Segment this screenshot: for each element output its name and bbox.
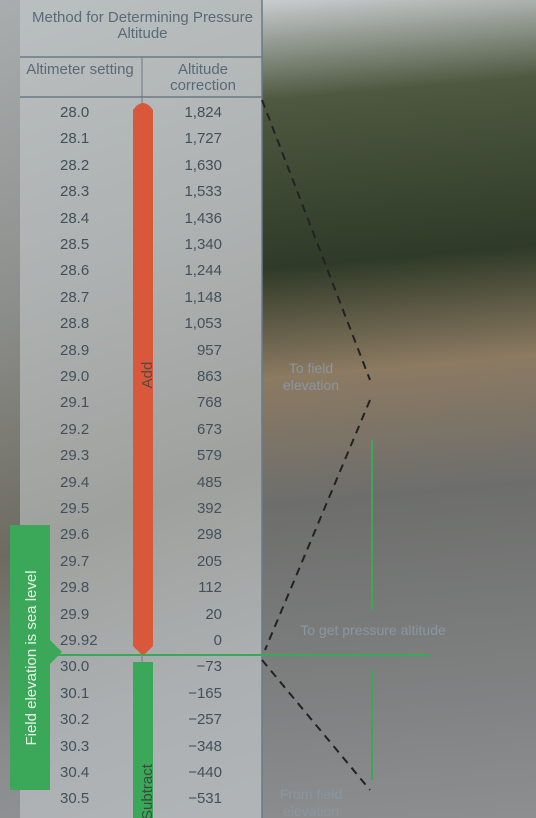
altitude-correction: 1,824 — [184, 104, 222, 121]
altimeter-setting: 29.92 — [60, 632, 98, 649]
altitude-correction: 205 — [196, 552, 222, 570]
altimeter-setting: 29.9 — [60, 605, 90, 623]
altimeter-setting: 28.3 — [60, 183, 90, 201]
altitude-correction: 1,244 — [184, 262, 222, 280]
altimeter-setting: 29.0 — [60, 368, 90, 385]
altitude-correction: −440 — [188, 764, 222, 781]
altimeter-setting: 28.2 — [60, 156, 90, 174]
altimeter-setting: 29.3 — [60, 447, 90, 465]
altitude-correction: 1,630 — [184, 156, 222, 174]
altitude-correction: −257 — [188, 711, 222, 729]
altimeter-setting: 30.2 — [60, 711, 90, 729]
altimeter-setting: 28.4 — [60, 209, 90, 227]
altimeter-setting: 30.3 — [60, 737, 90, 755]
altimeter-setting: 29.5 — [60, 500, 90, 517]
altitude-correction: −531 — [188, 790, 222, 808]
annotation: To field elevation — [282, 360, 340, 393]
sea-level-label: Field elevation is sea level — [23, 570, 40, 745]
altimeter-setting: 29.1 — [60, 394, 90, 412]
add-label: Add — [139, 362, 156, 389]
title: Method for Determining Pressure Altitude — [32, 9, 253, 42]
altitude-correction: 768 — [196, 394, 222, 412]
background-photo — [262, 0, 536, 818]
altitude-correction: 112 — [198, 579, 222, 597]
altitude-correction: 957 — [196, 341, 222, 359]
altimeter-setting: 30.0 — [60, 658, 90, 676]
altitude-correction: 1,340 — [184, 236, 222, 253]
altimeter-setting: 29.4 — [60, 473, 90, 491]
altimeter-setting: 30.4 — [60, 764, 90, 781]
altitude-correction: 20 — [205, 605, 222, 623]
altimeter-setting: 28.6 — [60, 262, 90, 280]
column-header: Altimeter setting — [26, 61, 134, 78]
altitude-correction: 673 — [196, 420, 222, 438]
altitude-correction: 1,533 — [184, 183, 222, 201]
altitude-correction: 579 — [196, 447, 222, 465]
altimeter-setting: 30.1 — [60, 684, 90, 702]
altitude-correction: 392 — [196, 500, 222, 517]
altitude-correction: −165 — [188, 684, 222, 702]
altimeter-setting: 29.6 — [60, 526, 90, 544]
altimeter-setting: 28.9 — [60, 341, 90, 359]
annotation: To get pressure altitude — [300, 622, 446, 638]
altitude-correction: 0 — [213, 632, 222, 649]
subtract-label: Subtract — [139, 763, 156, 818]
altitude-correction: 485 — [196, 473, 222, 491]
altitude-correction: 1,148 — [184, 288, 222, 306]
altimeter-setting: 28.0 — [60, 104, 90, 121]
altimeter-setting: 28.5 — [60, 236, 90, 253]
altimeter-setting: 30.5 — [60, 790, 90, 808]
column-header: Altitude correction — [170, 61, 236, 94]
altitude-correction: 1,053 — [184, 315, 222, 333]
altitude-correction: 1,727 — [184, 130, 222, 148]
altitude-correction: 1,436 — [184, 209, 222, 227]
altimeter-setting: 29.7 — [60, 552, 90, 570]
altimeter-setting: 28.7 — [60, 288, 90, 306]
altimeter-setting: 29.8 — [60, 579, 90, 597]
altitude-correction: 298 — [196, 526, 222, 544]
altimeter-setting: 29.2 — [60, 420, 90, 438]
altimeter-setting: 28.1 — [60, 130, 90, 148]
altitude-correction: 863 — [196, 368, 222, 385]
altimeter-setting: 28.8 — [60, 315, 90, 333]
altitude-correction: −73 — [196, 658, 222, 676]
annotation: From field elevation — [279, 786, 343, 818]
altitude-correction: −348 — [188, 737, 222, 755]
